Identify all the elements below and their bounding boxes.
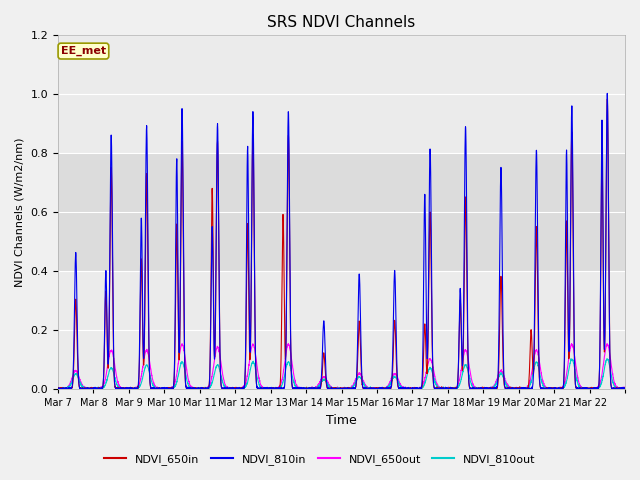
Bar: [58, 271, 625, 389]
Bar: [58, 36, 625, 153]
Y-axis label: NDVI Channels (W/m2/nm): NDVI Channels (W/m2/nm): [15, 137, 25, 287]
Title: SRS NDVI Channels: SRS NDVI Channels: [268, 15, 415, 30]
Legend: NDVI_650in, NDVI_810in, NDVI_650out, NDVI_810out: NDVI_650in, NDVI_810in, NDVI_650out, NDV…: [100, 450, 540, 469]
X-axis label: Time: Time: [326, 414, 357, 427]
Bar: [58, 153, 625, 271]
Text: EE_met: EE_met: [61, 46, 106, 56]
